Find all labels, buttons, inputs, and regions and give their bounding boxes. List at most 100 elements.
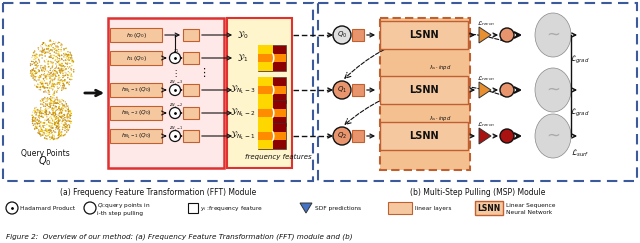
Point	[39, 72, 49, 76]
Point	[46, 128, 56, 131]
Point	[56, 66, 67, 70]
Point	[38, 101, 49, 104]
Point	[27, 62, 37, 66]
Point	[37, 133, 47, 137]
Point	[42, 130, 52, 133]
Point	[29, 53, 40, 57]
Point	[32, 117, 42, 121]
Point	[55, 62, 65, 66]
Point	[50, 101, 60, 105]
Point	[53, 123, 63, 127]
Point	[38, 83, 48, 87]
Point	[36, 129, 47, 133]
Point	[45, 71, 56, 75]
Point	[36, 111, 47, 115]
Point	[29, 61, 40, 65]
Point	[52, 136, 62, 140]
Text: Figure 2:  Overview of our method: (a) Frequency Feature Transformation (FFT) mo: Figure 2: Overview of our method: (a) Fr…	[6, 234, 353, 240]
Point	[33, 122, 43, 125]
Point	[32, 64, 42, 68]
Point	[65, 113, 75, 116]
Point	[42, 47, 52, 51]
Point	[29, 78, 40, 82]
Point	[34, 75, 44, 79]
Point	[29, 83, 40, 87]
Point	[33, 83, 44, 87]
Point	[38, 46, 48, 50]
Point	[37, 69, 47, 73]
Text: $\mathcal{L}_{recon}$: $\mathcal{L}_{recon}$	[477, 19, 495, 28]
Point	[38, 41, 49, 45]
Point	[42, 127, 52, 131]
Point	[47, 116, 57, 120]
Point	[32, 86, 42, 89]
Point	[45, 97, 55, 101]
Point	[45, 103, 55, 107]
Point	[53, 59, 63, 63]
Bar	[258, 54, 286, 62]
Point	[30, 118, 40, 122]
Point	[32, 61, 42, 65]
Point	[48, 111, 58, 115]
Point	[64, 83, 74, 87]
Point	[39, 86, 49, 89]
Point	[58, 114, 68, 118]
Point	[38, 134, 48, 138]
Point	[54, 82, 65, 86]
Point	[53, 98, 63, 102]
Point	[51, 49, 61, 53]
Point	[65, 119, 75, 123]
Point	[42, 86, 52, 90]
Text: $Q_0$: $Q_0$	[337, 30, 347, 40]
Point	[40, 64, 50, 68]
Point	[44, 124, 54, 128]
Point	[51, 48, 61, 52]
Point	[49, 39, 59, 43]
Bar	[183, 52, 199, 64]
Point	[35, 111, 45, 115]
Text: LSNN: LSNN	[409, 30, 439, 40]
Point	[56, 48, 66, 52]
Point	[40, 136, 50, 140]
Point	[40, 75, 51, 79]
Point	[67, 78, 77, 81]
Point	[45, 127, 55, 131]
Point	[35, 121, 45, 125]
Point	[47, 122, 58, 126]
Point	[35, 109, 45, 113]
Point	[56, 110, 66, 114]
Point	[35, 133, 45, 137]
Point	[37, 130, 47, 133]
Point	[52, 72, 63, 76]
Point	[41, 129, 51, 133]
Point	[62, 65, 72, 69]
Text: $h_0\,(Q_0)$: $h_0\,(Q_0)$	[125, 31, 147, 40]
Point	[52, 136, 63, 140]
Point	[33, 110, 43, 114]
Point	[62, 112, 72, 116]
Point	[63, 53, 73, 57]
Point	[43, 59, 53, 63]
Point	[54, 57, 64, 61]
Point	[43, 72, 53, 76]
Point	[57, 102, 67, 106]
Point	[28, 72, 38, 76]
Point	[50, 121, 60, 125]
Point	[58, 82, 68, 86]
Point	[65, 114, 76, 118]
Point	[56, 100, 66, 104]
Point	[37, 128, 47, 132]
Point	[46, 136, 56, 140]
Point	[51, 121, 61, 125]
Text: $Q_2$: $Q_2$	[337, 131, 347, 141]
Point	[27, 113, 37, 117]
Point	[49, 82, 59, 86]
Point	[31, 52, 41, 56]
Point	[28, 119, 38, 122]
Point	[59, 59, 69, 63]
Point	[60, 78, 70, 81]
Point	[28, 72, 38, 76]
Point	[54, 103, 65, 107]
Point	[29, 127, 40, 131]
Point	[46, 56, 56, 60]
